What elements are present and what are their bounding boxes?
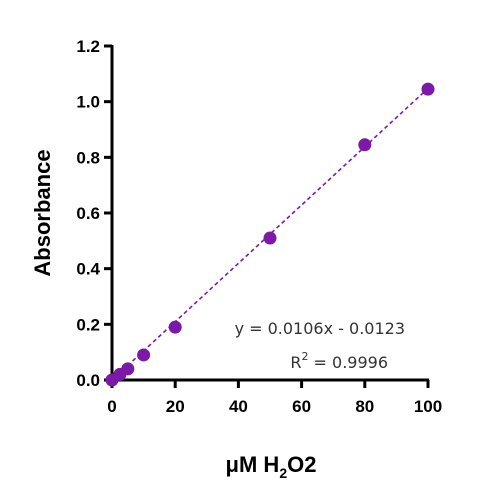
data-point [137,348,151,362]
data-point [121,362,135,376]
y-tick-label: 1.2 [76,37,100,56]
x-axis-title-prefix: μM H [226,452,280,477]
y-tick-label: 0.8 [76,148,100,167]
r-squared-label: R2 = 0.9996 [290,350,388,372]
y-tick-label: 0.6 [76,204,100,223]
x-tick-label: 60 [292,397,311,416]
x-axis-title-suffix: O2 [287,452,316,477]
y-tick-label: 0.2 [76,315,100,334]
r-squared-prefix: R [290,353,301,372]
y-tick-label: 1.0 [76,93,100,112]
x-tick-label: 80 [355,397,374,416]
y-tick-label: 0.0 [76,371,100,390]
x-ticks: 0 20 40 60 80 100 [107,380,442,416]
r-squared-superscript: 2 [301,350,308,363]
fit-line [111,87,429,381]
equation-label: y = 0.0106x - 0.0123 [235,319,405,338]
data-point [421,82,435,96]
y-axis-title: Absorbance [30,149,55,276]
data-point [358,138,372,152]
y-ticks: 0.0 0.2 0.4 0.6 0.8 1.0 1.2 [76,37,112,390]
data-points [105,82,435,387]
x-tick-label: 40 [229,397,248,416]
x-axis-title: μM H2O2 [226,452,317,481]
x-axis-title-subscript: 2 [279,465,287,481]
y-tick-label: 0.4 [76,260,100,279]
x-tick-label: 100 [414,397,442,416]
data-point [168,320,182,334]
data-point [263,231,277,245]
r-squared-suffix: = 0.9996 [308,353,388,372]
x-tick-label: 20 [166,397,185,416]
x-tick-label: 0 [107,397,116,416]
